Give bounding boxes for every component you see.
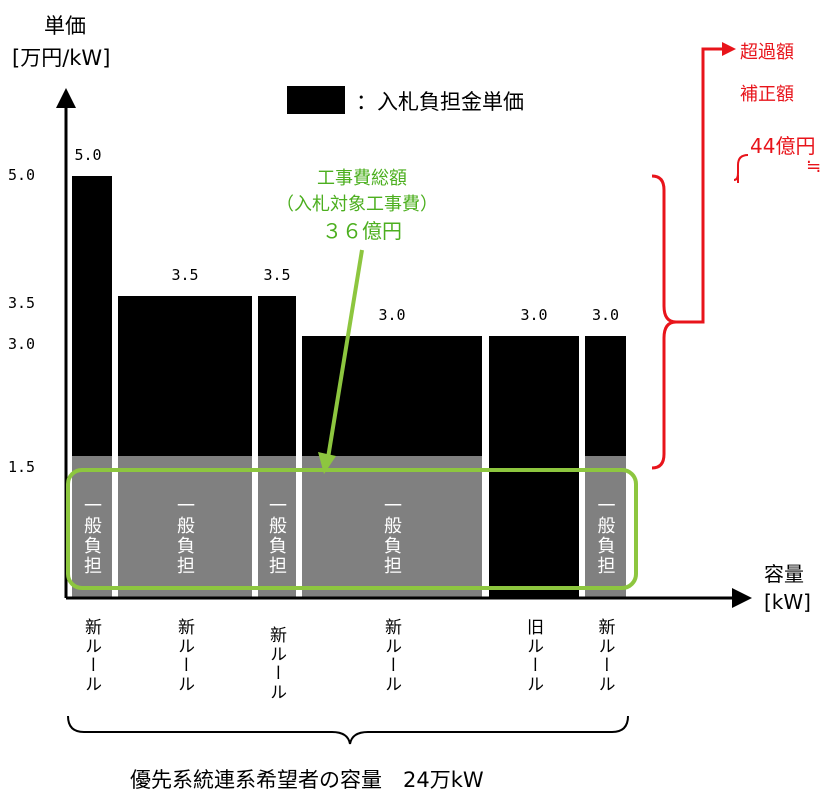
red-amount-bracket xyxy=(733,154,749,183)
green-note: 工事費総額 （入札対象工事費） ３６億円 xyxy=(262,166,462,244)
red-note-line1: 超過額 xyxy=(740,42,794,63)
bar-4-general-burden xyxy=(302,456,482,598)
y-tick-1-5: 1.5 xyxy=(8,458,36,476)
y-tick-3-5: 3.5 xyxy=(8,294,36,312)
general-burden-label-2: 一般負担 xyxy=(174,496,195,576)
red-connector xyxy=(676,47,725,324)
rule-label-3: 新ルール xyxy=(266,626,286,702)
x-axis-title-line1: 容量 xyxy=(764,562,804,586)
x-axis-title-line2: [kW] xyxy=(764,590,811,614)
general-burden-label-4: 一般負担 xyxy=(381,496,402,576)
bar-value-label-1: 5.0 xyxy=(74,146,102,164)
general-burden-label-1: 一般負担 xyxy=(81,496,102,576)
green-note-line1: 工事費総額 xyxy=(317,168,407,189)
y-tick-3-0: 3.0 xyxy=(8,335,36,353)
bar-2-general-burden xyxy=(118,456,252,598)
x-axis-title: 容量 [kW] xyxy=(764,560,811,616)
bar-value-label-3: 3.5 xyxy=(263,266,291,284)
legend-label: ：入札負担金単価 xyxy=(356,90,524,114)
bar-5 xyxy=(489,336,579,598)
x-axis-arrow xyxy=(732,588,752,608)
red-note: 超過額 補正額 44億円 ≒ xyxy=(740,38,827,177)
bar-value-label-6: 3.0 xyxy=(591,306,620,324)
green-note-line2: （入札対象工事費） xyxy=(276,194,438,215)
capacity-brace xyxy=(67,715,629,745)
general-burden-frame xyxy=(66,468,638,590)
general-burden-label-3: 一般負担 xyxy=(266,496,287,576)
rule-label-5: 旧ルール xyxy=(523,618,543,694)
rule-label-2: 新ルール xyxy=(174,618,194,694)
bar-6-general-burden xyxy=(585,456,626,598)
general-burden-label-6: 一般負担 xyxy=(594,496,616,576)
legend-swatch xyxy=(287,86,345,114)
bar-3-general-burden xyxy=(258,456,296,598)
bars-group xyxy=(72,176,626,598)
red-note-line2: 補正額 xyxy=(740,84,794,105)
y-axis-title: 単価 [万円/kW] xyxy=(12,10,146,74)
red-note-line4: ≒ xyxy=(806,156,822,177)
y-axis-title-line2: [万円/kW] xyxy=(12,46,111,70)
footer-caption: 優先系統連系希望者の容量 24万kW xyxy=(130,768,484,792)
bar-1-general-burden xyxy=(72,456,112,598)
rule-label-1: 新ルール xyxy=(81,618,101,694)
red-connector-arrowhead xyxy=(722,42,736,56)
y-axis-arrow xyxy=(56,88,76,108)
red-note-line3: 44億円 xyxy=(750,134,816,158)
y-axis-title-line1: 単価 xyxy=(44,14,86,38)
bar-value-label-4: 3.0 xyxy=(378,306,406,324)
y-tick-5-0: 5.0 xyxy=(8,166,36,184)
green-arrow-head xyxy=(318,452,336,474)
bar-value-label-2: 3.5 xyxy=(171,266,199,284)
green-note-line3: ３６億円 xyxy=(322,219,402,243)
rule-label-4: 新ルール xyxy=(381,618,401,694)
green-arrow-line xyxy=(326,249,364,459)
rule-label-6: 新ルール xyxy=(594,618,615,694)
bar-value-label-5: 3.0 xyxy=(520,306,548,324)
red-brace xyxy=(651,174,677,470)
